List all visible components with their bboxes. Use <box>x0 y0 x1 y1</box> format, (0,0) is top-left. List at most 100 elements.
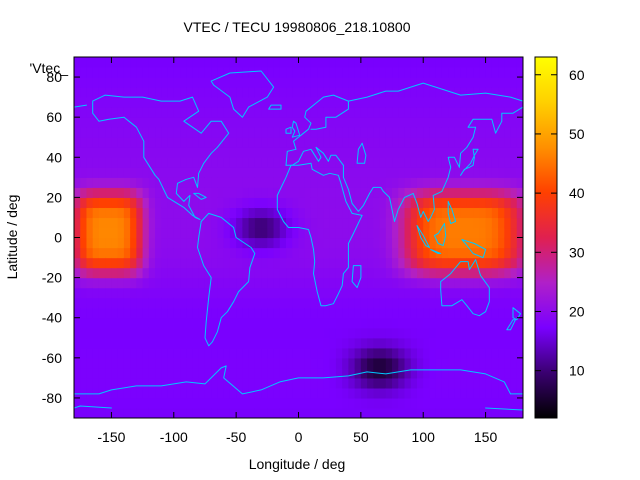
heatmap-cell <box>86 337 94 349</box>
heatmap-cell <box>435 57 443 68</box>
heatmap-cell <box>335 97 343 108</box>
heatmap-cell <box>211 397 219 409</box>
heatmap-cell <box>111 187 119 198</box>
coastline <box>210 70 275 118</box>
heatmap-cell <box>298 167 306 178</box>
heatmap-cell <box>92 107 100 118</box>
heatmap-cell <box>298 127 306 138</box>
heatmap-cell <box>435 67 443 78</box>
heatmap-cell <box>117 237 125 249</box>
heatmap-cell <box>298 107 306 118</box>
heatmap-cell <box>335 277 343 289</box>
heatmap-cell <box>342 277 349 289</box>
heatmap-cell <box>392 247 399 259</box>
heatmap-cell <box>367 267 374 279</box>
heatmap-cell <box>435 77 443 88</box>
heatmap-cell <box>516 207 523 219</box>
heatmap-cell <box>167 307 175 319</box>
heatmap-cell <box>360 217 368 229</box>
heatmap-cell <box>248 337 256 349</box>
heatmap-cell <box>186 347 194 359</box>
heatmap-cell <box>360 247 368 259</box>
heatmap-cell <box>217 177 225 188</box>
heatmap-cell <box>74 227 81 239</box>
colorbar-tick-label: 20 <box>569 303 585 319</box>
heatmap-cell <box>186 297 194 309</box>
heatmap-cell <box>298 197 306 209</box>
heatmap-cell <box>367 167 374 178</box>
heatmap-cell <box>516 377 523 389</box>
heatmap-cell <box>98 267 106 279</box>
heatmap-cell <box>173 207 181 219</box>
heatmap-cell <box>180 117 187 128</box>
heatmap-cell <box>392 387 399 399</box>
heatmap-cell <box>329 217 337 229</box>
heatmap-cell <box>516 167 523 178</box>
heatmap-cell <box>92 157 100 168</box>
heatmap-cell <box>329 177 337 188</box>
heatmap-cell <box>354 87 362 98</box>
heatmap-cell <box>155 137 162 148</box>
heatmap-cell <box>223 367 231 379</box>
heatmap-cell <box>173 167 181 178</box>
heatmap-cell <box>148 97 156 108</box>
heatmap-cell <box>329 157 337 168</box>
heatmap-cell <box>385 157 393 168</box>
heatmap-cell <box>286 387 293 399</box>
heatmap-cell <box>466 197 474 209</box>
heatmap-cell <box>429 257 437 269</box>
heatmap-cell <box>348 157 356 168</box>
heatmap-cell <box>473 57 480 68</box>
heatmap-cell <box>466 57 474 68</box>
heatmap-cell <box>74 267 81 279</box>
heatmap-cell <box>254 167 262 178</box>
heatmap-cell <box>279 57 287 68</box>
heatmap-cell <box>435 317 443 329</box>
heatmap-cell <box>379 147 387 158</box>
heatmap-cell <box>180 247 187 259</box>
coastline <box>433 223 447 246</box>
heatmap-cell <box>211 137 219 148</box>
heatmap-cell <box>454 227 462 239</box>
heatmap-cell <box>335 207 343 219</box>
heatmap-cell <box>136 167 144 178</box>
heatmap-cell <box>111 197 119 209</box>
heatmap-cell <box>373 277 381 289</box>
heatmap-cell <box>186 197 194 209</box>
heatmap-cell <box>111 77 119 88</box>
heatmap-cell <box>180 107 187 118</box>
heatmap-cell <box>236 97 243 108</box>
heatmap-cell <box>105 127 113 138</box>
heatmap-cell <box>466 237 474 249</box>
heatmap-cell <box>342 227 349 239</box>
heatmap-cell <box>223 87 231 98</box>
heatmap-cell <box>373 137 381 148</box>
heatmap-cell <box>454 317 462 329</box>
heatmap-cell <box>360 327 368 339</box>
heatmap-cell <box>292 307 300 319</box>
heatmap-cell <box>304 167 312 178</box>
heatmap-cell <box>491 167 499 178</box>
heatmap-cell <box>410 57 418 68</box>
heatmap-cell <box>123 147 131 158</box>
heatmap-cell <box>466 367 474 379</box>
heatmap-cell <box>155 77 162 88</box>
heatmap-cell <box>342 357 349 369</box>
heatmap-cell <box>485 187 493 198</box>
heatmap-cell <box>229 287 237 299</box>
heatmap-cell <box>410 147 418 158</box>
heatmap-cell <box>105 107 113 118</box>
heatmap-cell <box>392 257 399 269</box>
heatmap-cell <box>98 177 106 188</box>
heatmap-cell <box>473 317 480 329</box>
heatmap-cell <box>354 407 362 418</box>
heatmap-cell <box>286 407 293 418</box>
heatmap-cell <box>466 317 474 329</box>
heatmap-cell <box>504 247 512 259</box>
heatmap-cell <box>392 127 399 138</box>
heatmap-cell <box>236 407 243 418</box>
heatmap-cell <box>329 147 337 158</box>
heatmap-cell <box>180 97 187 108</box>
heatmap-cell <box>385 147 393 158</box>
heatmap-cell <box>80 367 88 379</box>
